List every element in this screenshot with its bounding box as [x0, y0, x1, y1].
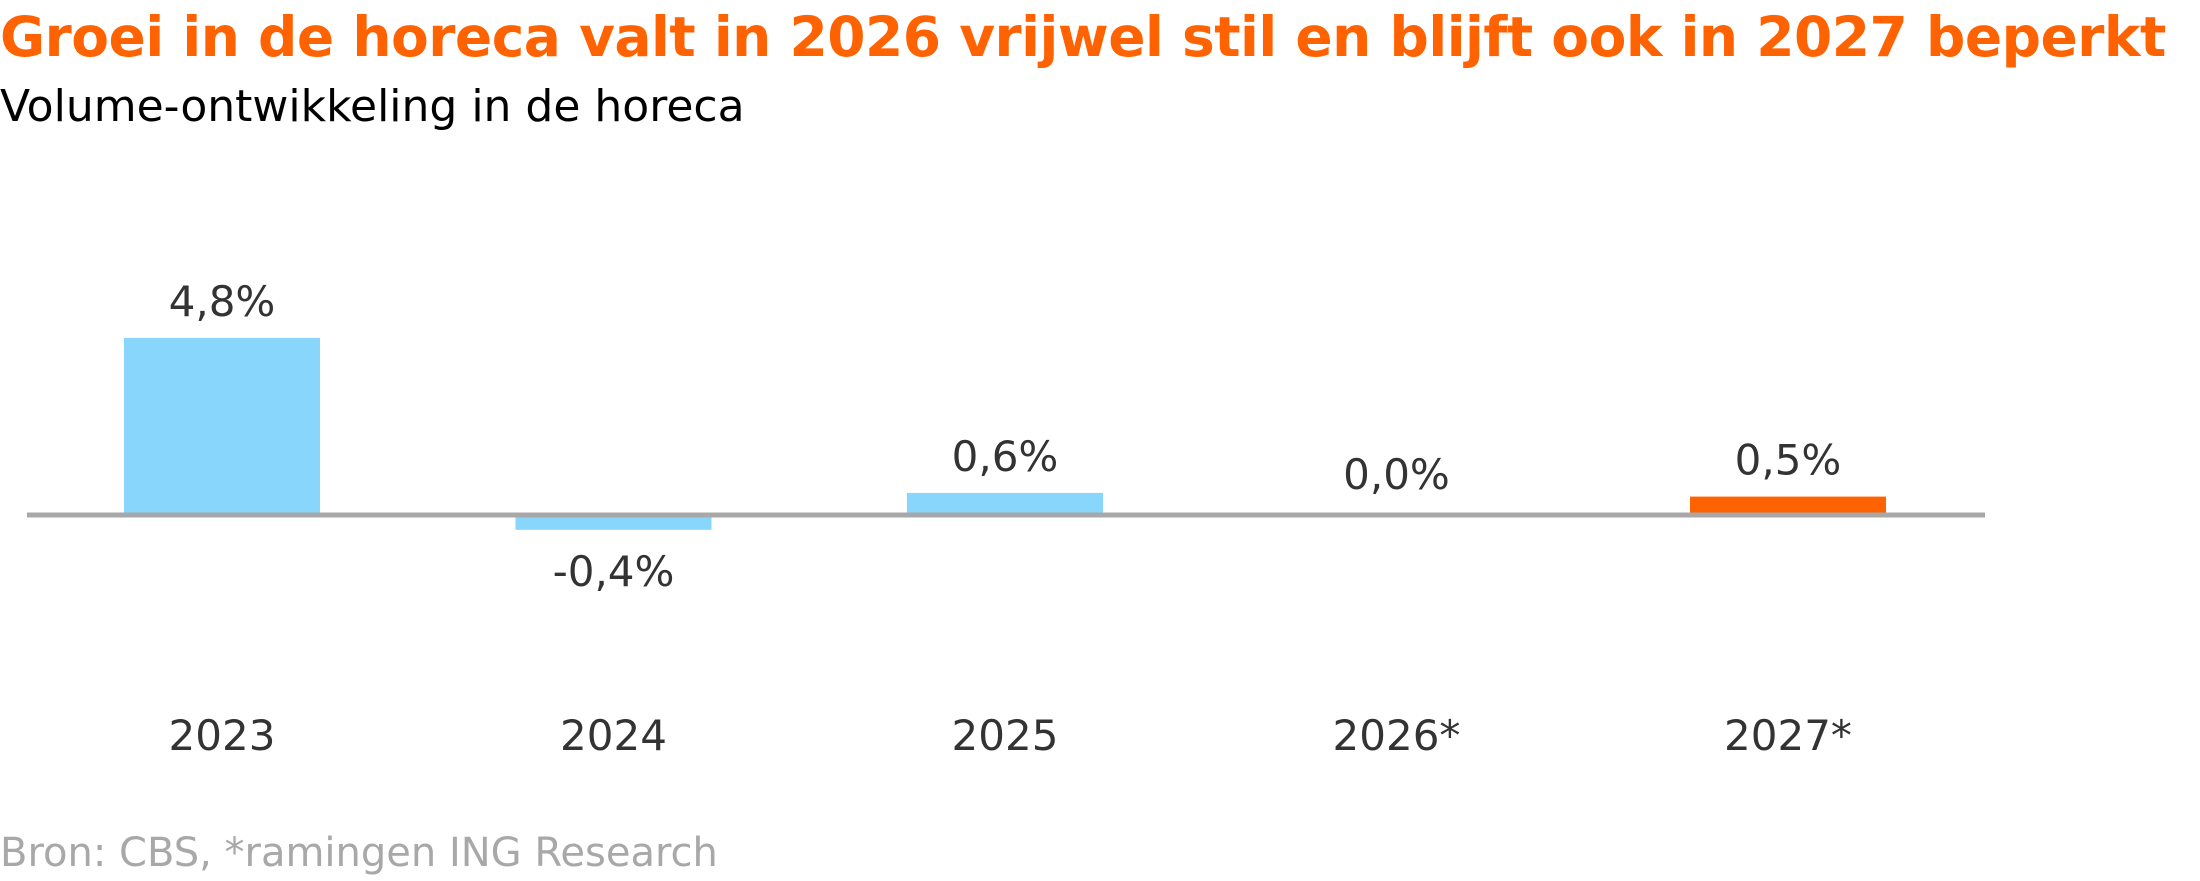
bar-2023 [124, 337, 320, 515]
data-label-2026-forecast: 0,0% [1343, 450, 1450, 499]
category-label-2025: 2025 [952, 711, 1059, 760]
data-label-2024: -0,4% [553, 547, 675, 596]
data-label-2025: 0,6% [952, 432, 1059, 481]
bar-group [124, 337, 1886, 530]
chart-subtitle: Volume-ontwikkeling in de horeca [0, 81, 745, 132]
source-note: Bron: CBS, *ramingen ING Research [0, 830, 718, 876]
category-label-2027-forecast: 2027* [1724, 711, 1852, 760]
category-label-group: 2023 2024 2025 2026* 2027* [169, 711, 1852, 760]
bar-2027-forecast [1690, 496, 1886, 515]
data-label-2027-forecast: 0,5% [1735, 436, 1842, 485]
data-label-group: 4,8% -0,4% 0,6% 0,0% 0,5% [169, 277, 1842, 596]
chart-title: Groei in de horeca valt in 2026 vrijwel … [0, 5, 2166, 69]
category-label-2024: 2024 [560, 711, 667, 760]
data-label-2023: 4,8% [169, 277, 276, 326]
bar-2025 [907, 492, 1103, 515]
category-label-2026-forecast: 2026* [1333, 711, 1461, 760]
bar-2024 [515, 515, 712, 530]
category-label-2023: 2023 [169, 711, 276, 760]
